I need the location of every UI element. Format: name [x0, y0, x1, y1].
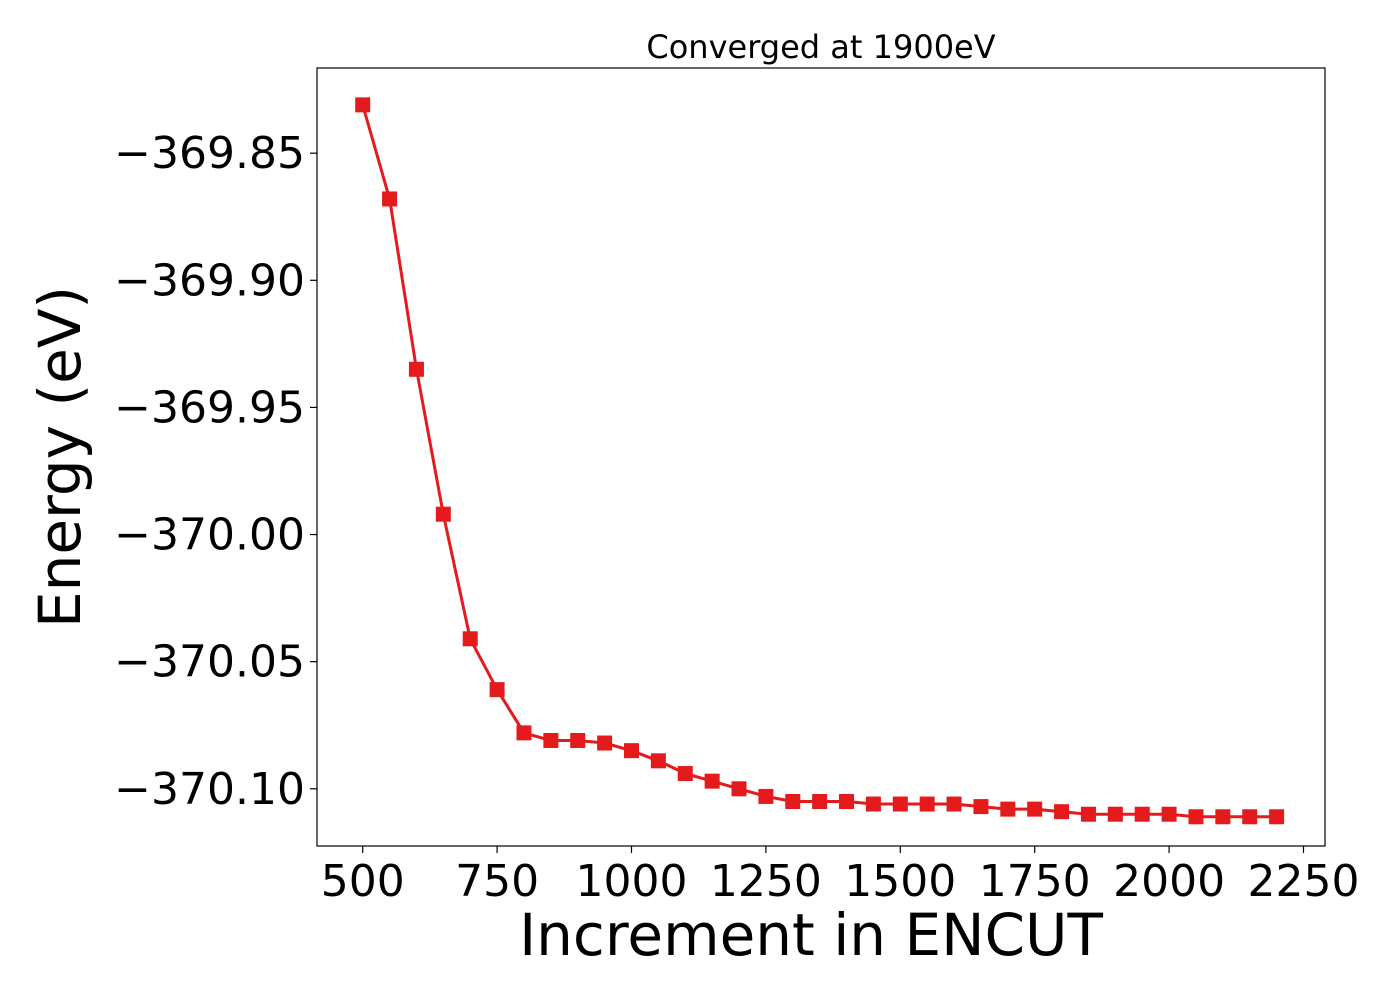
y-axis-label: Energy (eV)	[26, 286, 94, 628]
data-point	[919, 796, 935, 812]
data-point	[435, 506, 451, 522]
data-point	[597, 735, 613, 751]
data-point	[408, 361, 424, 377]
data-point	[785, 794, 801, 810]
data-point	[1134, 806, 1150, 822]
data-point	[1161, 806, 1177, 822]
data-point	[839, 794, 855, 810]
y-tick-label: −369.90	[114, 255, 305, 306]
data-point	[1107, 806, 1123, 822]
data-point	[570, 732, 586, 748]
x-axis-ticks: 500 750 1000 1250 1500 1750 2000 2250	[321, 846, 1360, 907]
x-tick-label: 2000	[1113, 856, 1225, 907]
x-tick-label: 1500	[844, 856, 956, 907]
data-point	[704, 773, 720, 789]
data-point	[1242, 809, 1258, 825]
data-point	[1027, 801, 1043, 817]
series-line	[361, 104, 1277, 819]
x-tick-label: 500	[321, 856, 405, 907]
y-tick-label: −370.05	[114, 637, 305, 688]
chart-title: Converged at 1900eV	[646, 28, 995, 66]
x-tick-label: 750	[455, 856, 539, 907]
data-point	[973, 799, 989, 815]
data-point	[489, 682, 505, 698]
x-tick-label: 1750	[979, 856, 1091, 907]
data-point	[812, 794, 828, 810]
y-axis-ticks: −369.85 −369.90 −369.95 −370.00 −370.05 −370.…	[114, 128, 317, 815]
data-point	[623, 743, 639, 759]
x-axis-label: Increment in ENCUT	[519, 901, 1103, 969]
plot-frame	[316, 67, 1326, 847]
data-point	[758, 788, 774, 804]
data-point	[650, 753, 666, 769]
x-tick-label: 1250	[710, 856, 822, 907]
data-point	[1000, 801, 1016, 817]
data-point	[1215, 809, 1231, 825]
y-tick-label: −369.95	[114, 382, 305, 433]
data-point	[677, 766, 693, 782]
data-point	[355, 97, 371, 113]
data-point	[1269, 809, 1285, 825]
data-point	[1188, 809, 1204, 825]
x-tick-label: 2250	[1248, 856, 1360, 907]
y-tick-label: −370.00	[114, 510, 305, 561]
data-point	[946, 796, 962, 812]
data-point	[382, 191, 398, 207]
data-point	[543, 732, 559, 748]
data-point	[731, 781, 747, 797]
y-tick-label: −369.85	[114, 128, 305, 179]
series-layer	[355, 97, 1285, 825]
y-tick-label: −370.10	[114, 764, 305, 815]
data-point	[892, 796, 908, 812]
data-point	[1080, 806, 1096, 822]
x-tick-label: 1000	[576, 856, 688, 907]
data-point	[462, 631, 478, 647]
data-point	[1054, 804, 1070, 820]
data-point	[865, 796, 881, 812]
data-point	[516, 725, 532, 741]
